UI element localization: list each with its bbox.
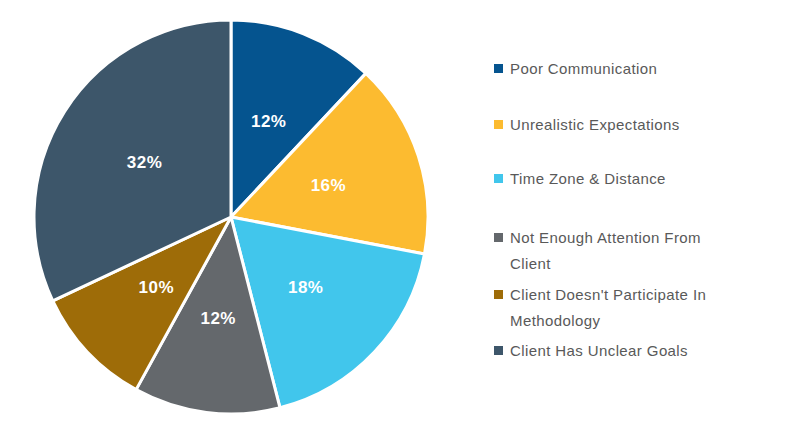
legend-label: Not Enough Attention From Client (510, 225, 701, 277)
pie-slice-percentage-label: 10% (139, 278, 175, 297)
pie-chart-area: 12% 16% 18% 12% 10% 32% (0, 0, 460, 431)
pie-chart: 12% 16% 18% 12% 10% 32% (0, 0, 460, 431)
legend-label: Time Zone & Distance (510, 166, 666, 192)
legend-swatch (494, 233, 503, 242)
chart-legend: Poor Communication Unrealistic Expectatio… (494, 56, 794, 364)
pie-slice-percentage-label: 12% (251, 112, 287, 131)
legend-label: Client Doesn't Participate In Methodolog… (510, 282, 706, 334)
pie-slice-percentage-label: 12% (200, 309, 236, 328)
pie-chart-figure: 12% 16% 18% 12% 10% 32% Poor Communication Unr… (0, 0, 800, 431)
legend-swatch (494, 346, 503, 355)
legend-item: Time Zone & Distance (494, 166, 794, 192)
legend-swatch (494, 120, 503, 129)
legend-item: Client Has Unclear Goals (494, 338, 794, 364)
legend-swatch (494, 174, 503, 183)
legend-item: Client Doesn't Participate In Methodolog… (494, 282, 794, 334)
legend-label: Unrealistic Expectations (510, 112, 680, 138)
legend-label: Client Has Unclear Goals (510, 338, 688, 364)
legend-label: Poor Communication (510, 56, 657, 82)
legend-item: Poor Communication (494, 56, 794, 82)
pie-slice-percentage-label: 16% (311, 176, 347, 195)
legend-swatch (494, 64, 503, 73)
legend-swatch (494, 290, 503, 299)
pie-slice-percentage-label: 32% (127, 153, 163, 172)
pie-slice-percentage-label: 18% (288, 278, 324, 297)
legend-item: Unrealistic Expectations (494, 112, 794, 138)
legend-item: Not Enough Attention From Client (494, 225, 794, 277)
